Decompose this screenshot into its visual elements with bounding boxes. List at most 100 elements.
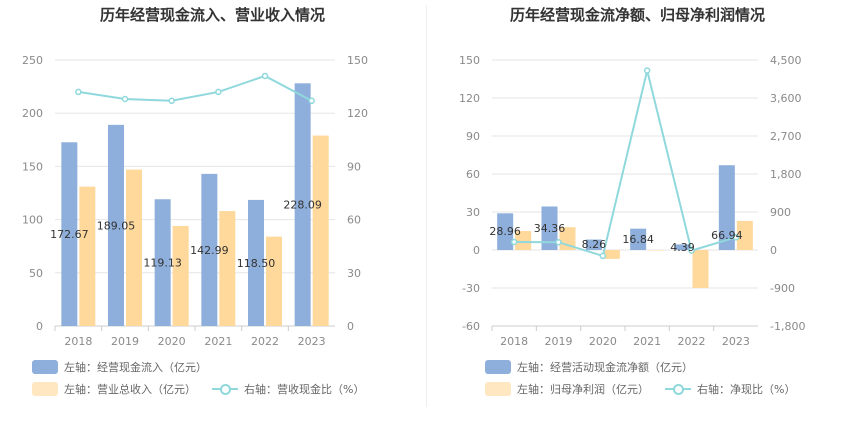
bar-series-1 (541, 206, 558, 250)
line-point (555, 238, 562, 246)
left-axis-tick-label: 30 (466, 206, 480, 219)
data-label: 4.39 (670, 241, 695, 254)
legend-item-revenue[interactable]: 左轴：营业总收入（亿元） (32, 381, 196, 397)
legend-line-swatch (212, 382, 238, 396)
right-axis-tick-label: 3,600 (770, 92, 802, 105)
legend-swatch (485, 382, 511, 396)
legend-swatch (485, 360, 511, 374)
bar-series-1 (154, 199, 171, 326)
line-point (510, 238, 518, 246)
bar-series-1 (674, 244, 691, 250)
right-axis-tick-label: 150 (347, 54, 368, 67)
data-label: 66.94 (711, 229, 743, 242)
data-label: 228.09 (283, 199, 322, 212)
right-axis-tick-label: 30 (347, 267, 361, 280)
left-axis-tick-label: -30 (462, 282, 480, 295)
legend-item-net-cash-ratio[interactable]: 右轴：净现比（%） (665, 381, 795, 397)
legend: 左轴：经营现金流入（亿元） 左轴：营业总收入（亿元） 右轴：营收现金比（%） (32, 356, 380, 400)
right-chart-panel: 历年经营现金流净额、归母净利润情况 -60 -1,800 -30 -900 0 0 30 90… (425, 0, 850, 437)
legend-label: 右轴：净现比（%） (697, 383, 796, 396)
line-point (75, 88, 82, 96)
left-axis-tick-label: 150 (22, 160, 43, 173)
right-axis-tick-label: -900 (770, 282, 795, 295)
right-axis-tick-label: 4,500 (770, 54, 802, 67)
legend-item-net-profit[interactable]: 左轴：归母净利润（亿元） (485, 381, 649, 397)
data-label: 142.99 (190, 244, 229, 257)
chart-title: 历年经营现金流入、营业收入情况 (99, 6, 325, 24)
right-axis-tick-label: 0 (347, 320, 354, 333)
legend-label: 左轴：经营现金流入（亿元） (64, 361, 207, 374)
bar-series-1 (108, 124, 124, 326)
bar-series-2 (312, 135, 329, 326)
x-axis-tick-label: 2018 (64, 335, 92, 348)
right-axis-tick-label: 1,800 (770, 168, 802, 181)
line-point (215, 88, 222, 96)
legend-label: 左轴：归母净利润（亿元） (517, 383, 649, 396)
data-label: 8.26 (582, 238, 607, 251)
bar-series-2 (603, 250, 620, 259)
right-axis-tick-label: -1,800 (770, 320, 805, 333)
left-axis-tick-label: -60 (462, 320, 480, 333)
legend-item-net-cashflow[interactable]: 左轴：经营活动现金流净额（亿元） (485, 359, 693, 375)
left-axis-tick-label: 0 (473, 244, 480, 257)
bar-series-2 (266, 236, 282, 326)
line-point (308, 97, 315, 105)
line-series (78, 74, 313, 102)
data-label: 16.84 (622, 233, 654, 246)
right-axis-tick-label: 90 (347, 160, 361, 173)
x-axis-tick-label: 2023 (298, 335, 326, 348)
line-point (643, 67, 651, 74)
x-axis-tick-label: 2020 (589, 335, 617, 348)
bar-series-2 (648, 250, 665, 251)
right-axis-tick-label: 60 (347, 214, 361, 227)
x-axis-tick-label: 2021 (204, 335, 232, 348)
line-point (261, 72, 269, 80)
left-axis-tick-label: 60 (466, 168, 480, 181)
line-point (732, 234, 740, 241)
right-axis-tick-label: 120 (347, 107, 368, 120)
x-axis-tick-label: 2022 (678, 335, 706, 348)
left-axis-tick-label: 150 (459, 54, 480, 67)
bar-series-1 (718, 165, 735, 250)
bar-series-1 (248, 199, 264, 326)
x-axis-tick-label: 2022 (251, 335, 279, 348)
x-axis-tick-label: 2023 (722, 335, 750, 348)
x-axis-tick-label: 2018 (500, 335, 528, 348)
data-label: 172.67 (50, 228, 89, 241)
right-axis-tick-label: 2,700 (770, 130, 802, 143)
legend-label: 右轴：营收现金比（%） (244, 383, 365, 396)
bar-series-2 (219, 211, 236, 326)
legend-item-cash-ratio[interactable]: 右轴：营收现金比（%） (212, 381, 364, 397)
left-axis-tick-label: 120 (459, 92, 480, 105)
bar-series-1 (294, 83, 311, 326)
bar-series-1 (497, 213, 514, 250)
bar-series-1 (201, 173, 218, 326)
legend-item-cash-inflow[interactable]: 左轴：经营现金流入（亿元） (32, 359, 207, 375)
net-cashflow-profit-chart: -60 -1,800 -30 -900 0 0 30 900 60 1,800 90 2,700 120… (459, 54, 805, 348)
data-label: 28.96 (489, 225, 521, 238)
chart-title: 历年经营现金流净额、归母净利润情况 (509, 6, 765, 24)
data-label: 118.50 (237, 257, 276, 270)
legend-label: 左轴：经营活动现金流净额（亿元） (517, 361, 693, 374)
legend-line-swatch (665, 382, 691, 396)
left-chart-panel: 历年经营现金流入、营业收入情况 0 0 50 30 100 60 150 90 200 120 25… (22, 6, 380, 400)
left-axis-tick-label: 250 (22, 54, 43, 67)
legend-swatch (32, 382, 58, 396)
left-axis-tick-label: 200 (22, 107, 43, 120)
bar-series-1 (630, 228, 647, 250)
line-point (599, 252, 607, 260)
right-axis-tick-label: 900 (770, 206, 791, 219)
legend-label: 左轴：营业总收入（亿元） (64, 383, 196, 396)
right-axis-tick-label: 0 (770, 244, 777, 257)
bar-series-2 (692, 250, 709, 288)
bar-series-2 (736, 220, 753, 250)
left-axis-tick-label: 50 (29, 267, 43, 280)
data-label: 189.05 (97, 219, 136, 232)
line-series (514, 70, 737, 258)
bar-series-2 (172, 225, 189, 326)
cash-inflow-revenue-chart: 0 0 50 30 100 60 150 90 200 120 250 150 2018 2019 2020… (22, 54, 368, 348)
x-axis-tick-label: 2019 (111, 335, 139, 348)
x-axis-tick-label: 2019 (545, 335, 573, 348)
bar-series-2 (126, 169, 142, 326)
legend: 左轴：经营活动现金流净额（亿元） 左轴：归母净利润（亿元） 右轴：净现比（%） (485, 356, 811, 400)
